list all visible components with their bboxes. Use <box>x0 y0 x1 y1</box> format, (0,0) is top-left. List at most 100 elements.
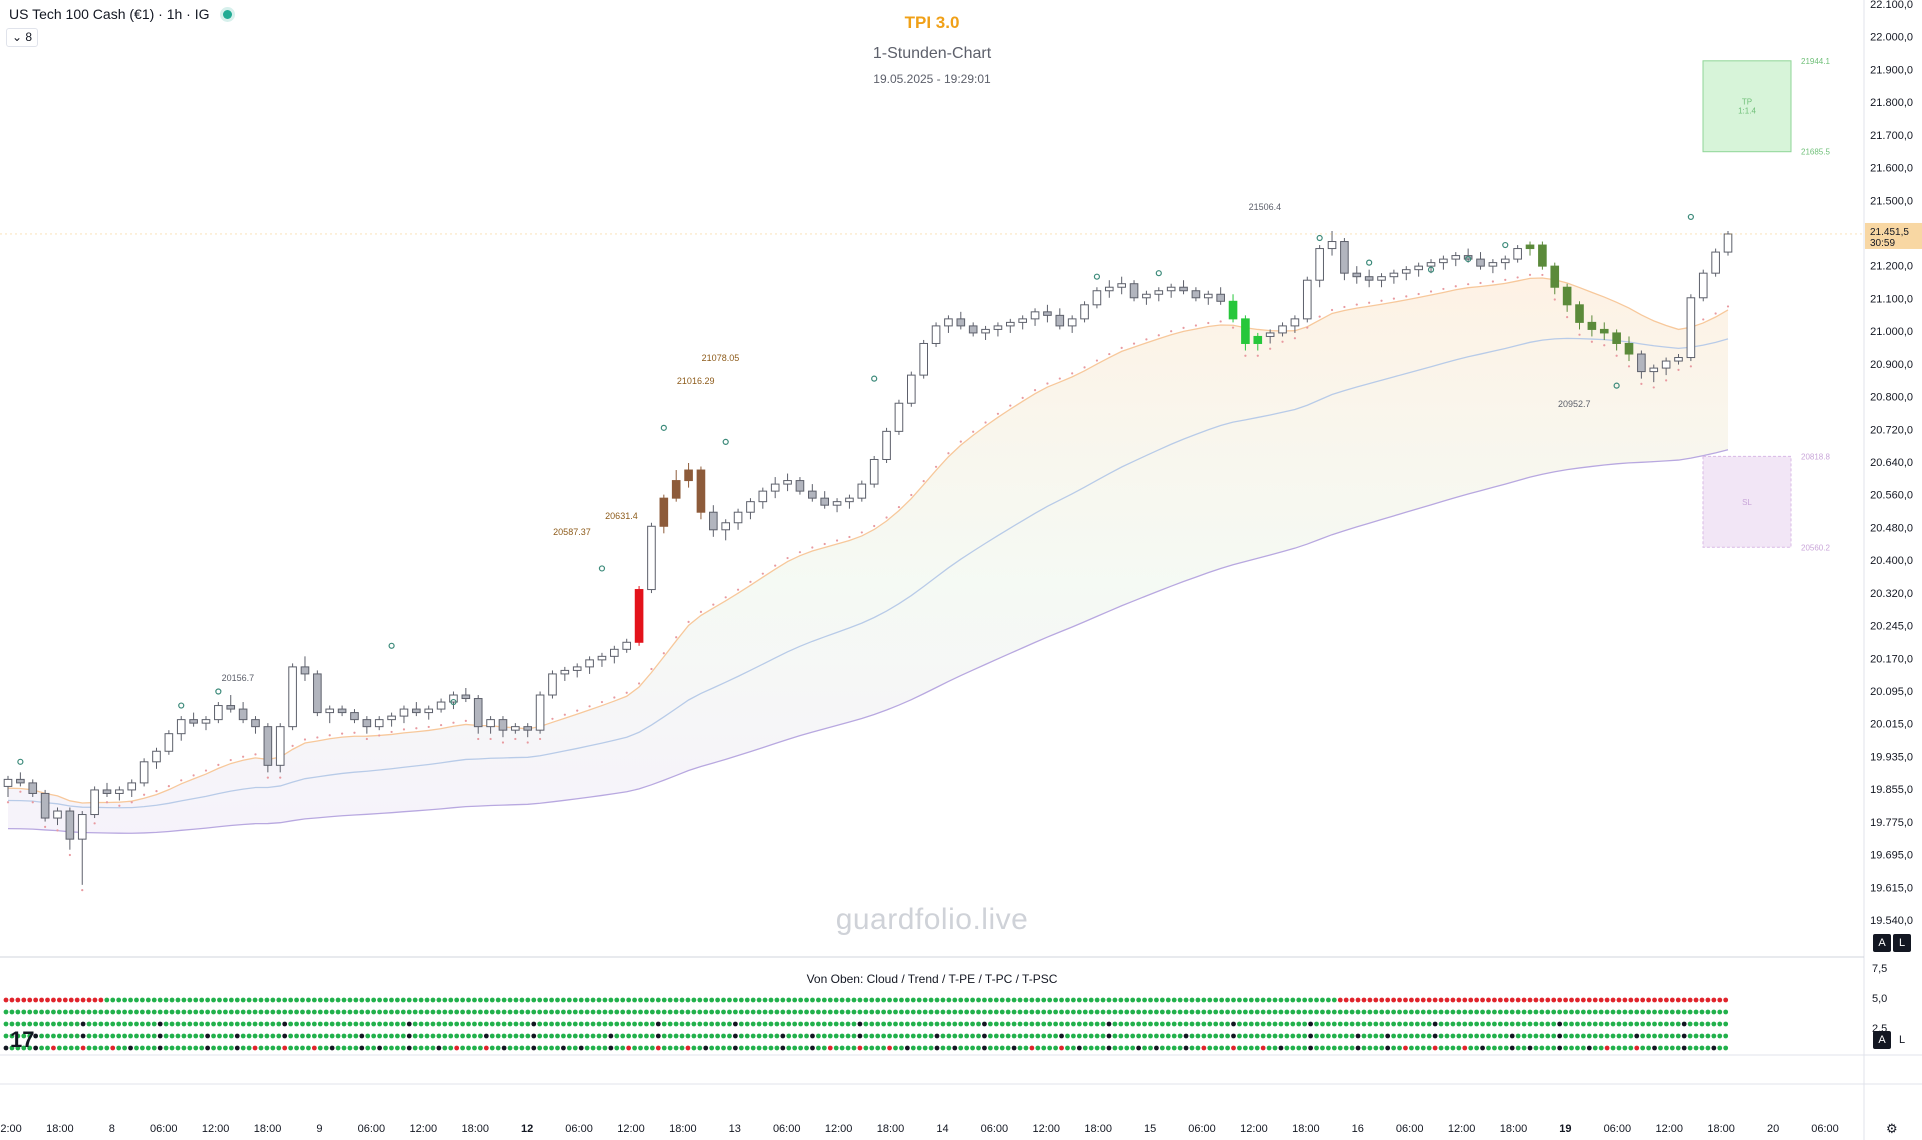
candle <box>1451 252 1461 267</box>
indicator-dot <box>80 1033 86 1039</box>
candle <box>931 322 941 347</box>
trail-dot <box>1726 305 1730 308</box>
sub-auto-scale-button[interactable]: A <box>1873 1031 1891 1049</box>
indicator-dot <box>1029 997 1035 1003</box>
time-tick-label: 06:00 <box>565 1123 593 1135</box>
indicator-dot <box>1041 997 1047 1003</box>
indicator-dot <box>1320 1009 1325 1015</box>
indicator-dot <box>139 1021 145 1027</box>
indicator-dot <box>1527 1033 1533 1039</box>
indicator-dot <box>816 1045 821 1051</box>
indicator-dot <box>1652 1021 1657 1027</box>
indicator-dot <box>1171 1045 1177 1051</box>
indicator-dot <box>632 1045 637 1051</box>
indicator-dot <box>478 997 483 1003</box>
indicator-dot <box>371 1021 377 1027</box>
indicator-dot <box>863 1033 869 1039</box>
indicator-dot <box>1302 1045 1308 1051</box>
indicator-dot <box>1717 1009 1723 1015</box>
indicator-dot <box>1296 1021 1302 1027</box>
trail-dot <box>44 825 47 828</box>
indicator-dot <box>56 1045 62 1051</box>
indicator-dot <box>311 997 317 1003</box>
indicator-dot <box>1195 1045 1201 1051</box>
symbol-title[interactable]: US Tech 100 Cash (€1) · 1h · IG <box>9 6 210 22</box>
indicator-dot <box>1575 1045 1580 1051</box>
indicator-dot <box>1403 997 1408 1003</box>
candle <box>1575 301 1584 330</box>
sub-log-scale-button[interactable]: L <box>1893 1031 1911 1049</box>
indicator-dot <box>383 1021 388 1027</box>
price-annotation: 21506.4 <box>1249 202 1282 212</box>
indicator-dot <box>744 1033 750 1039</box>
indicator-dot <box>904 1009 910 1015</box>
indicator-dot <box>549 1045 554 1051</box>
candle <box>610 645 619 664</box>
indicator-dot <box>394 1009 400 1015</box>
indicator-dot <box>1041 1009 1047 1015</box>
signal-ring <box>1465 256 1472 263</box>
indicator-dot <box>673 997 679 1003</box>
indicator-dot <box>74 1033 80 1039</box>
indicator-dot <box>827 1021 833 1027</box>
indicator-dot <box>1029 1021 1035 1027</box>
indicator-dot <box>128 1033 133 1039</box>
log-scale-button[interactable]: L <box>1893 934 1911 952</box>
trail-dot <box>155 790 158 793</box>
indicator-dot <box>489 1021 495 1027</box>
indicator-dot <box>228 997 234 1003</box>
indicator-dot <box>1290 997 1296 1003</box>
indicator-dot <box>732 1045 738 1051</box>
tradingview-logo-icon[interactable]: 17 <box>10 1027 35 1052</box>
indicator-dot <box>371 1045 377 1051</box>
indicator-dot <box>1628 1009 1634 1015</box>
indicator-dot <box>1652 1033 1657 1039</box>
indicator-dot <box>804 1033 809 1039</box>
indicator-dot <box>1260 1045 1266 1051</box>
indicator-dot <box>1100 1021 1106 1027</box>
indicator-dot <box>1575 1021 1580 1027</box>
indicator-dot <box>1391 1045 1397 1051</box>
indicator-dot <box>916 1033 922 1039</box>
indicator-dot <box>169 1045 175 1051</box>
indicator-dot <box>1705 1045 1711 1051</box>
indicator-dot <box>1165 1021 1171 1027</box>
indicator-dot <box>881 1033 887 1039</box>
indicator-dot <box>946 1045 952 1051</box>
auto-scale-button[interactable]: A <box>1873 934 1891 952</box>
indicator-dot <box>1325 1009 1331 1015</box>
price-tick-label: 21.500,0 <box>1870 195 1913 207</box>
indicator-dot <box>537 1045 543 1051</box>
collapse-count: 8 <box>25 30 33 44</box>
indicator-dot <box>347 1033 353 1039</box>
indicator-dot <box>1195 1033 1201 1039</box>
indicator-collapse-button[interactable]: ⌄ 8 <box>6 28 39 47</box>
indicator-dot <box>1634 1021 1640 1027</box>
indicator-dot <box>513 997 519 1003</box>
indicator-dot <box>667 1021 673 1027</box>
indicator-dot <box>1343 1045 1349 1051</box>
indicator-dot <box>1308 1033 1313 1039</box>
indicator-dot <box>1136 1045 1142 1051</box>
indicator-dot <box>211 1045 216 1051</box>
price-annotation: 20587.37 <box>553 527 591 537</box>
indicator-dot <box>1610 1033 1616 1039</box>
indicator-dot <box>887 1033 892 1039</box>
indicator-dot <box>626 1009 632 1015</box>
candle <box>53 807 62 826</box>
price-tick-label: 22.000,0 <box>1870 32 1913 44</box>
trail-dot <box>687 620 690 623</box>
indicator-dot <box>721 1021 726 1027</box>
indicator-dot <box>1231 1021 1236 1027</box>
indicator-dot <box>1183 997 1189 1003</box>
indicator-dot <box>1213 1009 1219 1015</box>
indicator-dot <box>1610 1021 1616 1027</box>
indicator-dot <box>139 997 145 1003</box>
indicator-dot <box>1687 1033 1693 1039</box>
indicator-dot <box>80 1021 86 1027</box>
indicator-dot <box>768 1033 774 1039</box>
time-tick-day: 20 <box>1767 1123 1779 1135</box>
gear-icon[interactable]: ⚙ <box>1886 1121 1898 1136</box>
candle <box>424 705 434 720</box>
